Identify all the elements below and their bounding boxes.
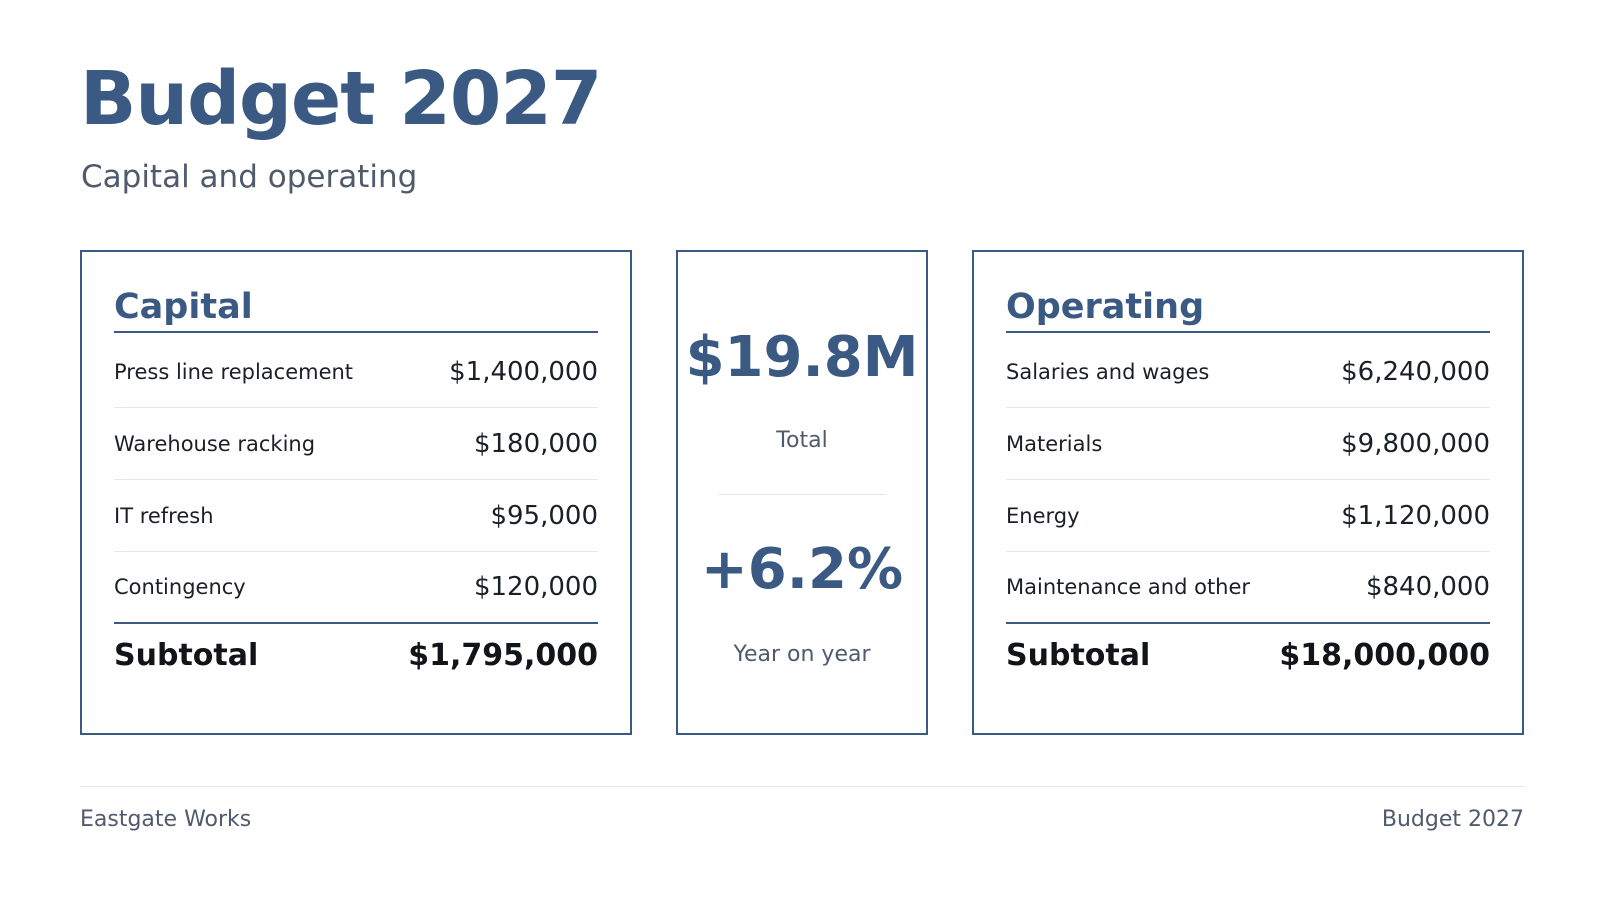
operating-list: Salaries and wages $6,240,000 Materials …: [1006, 336, 1490, 624]
capital-panel: Capital Press line replacement $1,400,00…: [80, 250, 632, 735]
operating-item-label: Energy: [1006, 503, 1080, 528]
operating-subtotal: Subtotal $18,000,000: [1006, 638, 1490, 673]
footer-document-title: Budget 2027: [1381, 807, 1524, 832]
operating-row: Energy $1,120,000: [1006, 480, 1490, 552]
capital-list: Press line replacement $1,400,000 Wareho…: [114, 336, 598, 624]
operating-item-value: $840,000: [1365, 572, 1490, 602]
operating-item-label: Maintenance and other: [1006, 575, 1251, 599]
summary-panel: $19.8M Total +6.2% Year on year: [676, 250, 928, 735]
page-subtitle: Capital and operating: [81, 159, 418, 195]
operating-subtotal-value: $18,000,000: [1279, 638, 1490, 673]
capital-item-label: Contingency: [114, 575, 246, 599]
operating-subtotal-label: Subtotal: [1006, 638, 1151, 673]
capital-item-value: $1,400,000: [449, 356, 598, 387]
capital-item-label: IT refresh: [114, 503, 214, 528]
capital-item-value: $180,000: [473, 428, 598, 459]
operating-panel: Operating Salaries and wages $6,240,000 …: [972, 250, 1524, 735]
capital-row: Warehouse racking $180,000: [114, 408, 598, 480]
footer-divider: [80, 786, 1524, 787]
capital-item-label: Warehouse racking: [114, 431, 316, 456]
page-title: Budget 2027: [80, 56, 602, 142]
capital-row: Contingency $120,000: [114, 552, 598, 624]
capital-row: Press line replacement $1,400,000: [114, 336, 598, 408]
capital-subtotal-label: Subtotal: [114, 638, 259, 673]
operating-row: Maintenance and other $840,000: [1006, 552, 1490, 624]
change-label: Year on year: [733, 642, 871, 667]
capital-subtotal-value: $1,795,000: [408, 638, 598, 673]
total-value: $19.8M: [685, 325, 919, 390]
operating-heading: Operating: [1006, 288, 1490, 333]
capital-item-value: $95,000: [490, 500, 598, 531]
capital-item-label: Press line replacement: [114, 359, 354, 384]
summary-divider: [718, 494, 886, 495]
change-value: +6.2%: [700, 537, 904, 602]
total-label: Total: [776, 428, 828, 453]
operating-item-value: $1,120,000: [1341, 500, 1490, 531]
operating-row: Salaries and wages $6,240,000: [1006, 336, 1490, 408]
capital-item-value: $120,000: [473, 572, 598, 602]
operating-item-label: Salaries and wages: [1006, 359, 1210, 384]
capital-heading: Capital: [114, 288, 598, 333]
operating-item-value: $6,240,000: [1341, 356, 1490, 387]
footer-organization: Eastgate Works: [80, 807, 252, 832]
operating-item-value: $9,800,000: [1341, 428, 1490, 459]
capital-row: IT refresh $95,000: [114, 480, 598, 552]
capital-subtotal: Subtotal $1,795,000: [114, 638, 598, 673]
operating-item-label: Materials: [1006, 431, 1103, 456]
operating-row: Materials $9,800,000: [1006, 408, 1490, 480]
